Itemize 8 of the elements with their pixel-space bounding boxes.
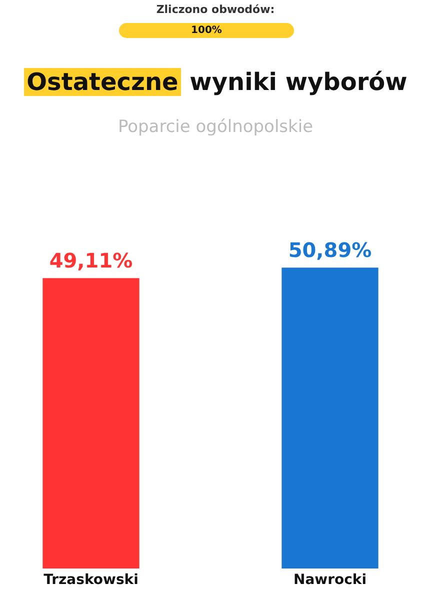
x-tick-label: Nawrocki — [293, 572, 367, 588]
text: Zliczono obwodów: — [155, 3, 276, 16]
progress-pill: 100% — [119, 23, 294, 38]
data-label: 49,11% — [49, 248, 133, 273]
x-tick-label: Trzaskowski — [44, 572, 138, 588]
data-label: 50,89% — [288, 238, 372, 262]
chart-subtitle: Poparcie ogólnopolskie — [116, 117, 314, 137]
chart-title: Ostateczne wyniki wyborów — [26, 68, 408, 96]
